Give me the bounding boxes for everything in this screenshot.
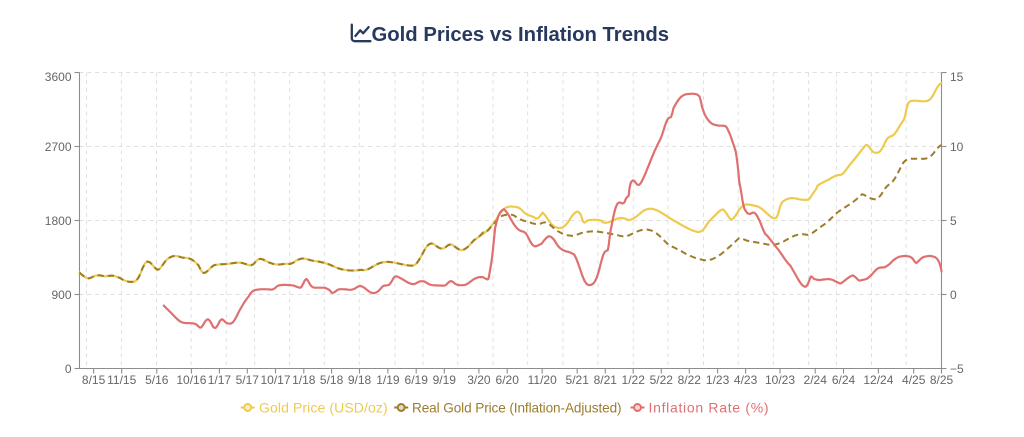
svg-text:1/19: 1/19 bbox=[376, 373, 400, 387]
svg-text:8/25: 8/25 bbox=[930, 373, 954, 387]
svg-text:9/19: 9/19 bbox=[433, 373, 457, 387]
svg-text:1/17: 1/17 bbox=[208, 373, 232, 387]
svg-text:5/18: 5/18 bbox=[320, 373, 344, 387]
svg-text:2/24: 2/24 bbox=[804, 373, 828, 387]
svg-text:8/21: 8/21 bbox=[594, 373, 618, 387]
svg-text:5/16: 5/16 bbox=[145, 373, 169, 387]
svg-text:10: 10 bbox=[950, 140, 964, 154]
svg-text:6/24: 6/24 bbox=[832, 373, 856, 387]
svg-text:3/20: 3/20 bbox=[467, 373, 491, 387]
svg-text:1/23: 1/23 bbox=[706, 373, 730, 387]
svg-text:0: 0 bbox=[950, 288, 957, 302]
svg-text:Gold Prices vs Inflation Trend: Gold Prices vs Inflation Trends bbox=[372, 24, 670, 46]
svg-text:5/21: 5/21 bbox=[566, 373, 590, 387]
svg-text:15: 15 bbox=[950, 70, 964, 84]
svg-text:4/23: 4/23 bbox=[734, 373, 758, 387]
svg-text:0: 0 bbox=[65, 362, 72, 376]
svg-text:Gold Price (USD/oz): Gold Price (USD/oz) bbox=[259, 399, 388, 415]
svg-text:10/17: 10/17 bbox=[260, 373, 290, 387]
svg-text:1/18: 1/18 bbox=[292, 373, 316, 387]
svg-text:Inflation Rate (%): Inflation Rate (%) bbox=[649, 399, 770, 415]
svg-text:6/20: 6/20 bbox=[496, 373, 520, 387]
svg-text:10/23: 10/23 bbox=[765, 373, 795, 387]
svg-text:1/22: 1/22 bbox=[622, 373, 646, 387]
svg-text:2700: 2700 bbox=[45, 140, 72, 154]
svg-text:1800: 1800 bbox=[45, 214, 72, 228]
svg-text:4/25: 4/25 bbox=[902, 373, 926, 387]
svg-text:3600: 3600 bbox=[45, 70, 72, 84]
svg-text:−5: −5 bbox=[950, 362, 964, 376]
svg-text:9/18: 9/18 bbox=[348, 373, 372, 387]
svg-text:11/20: 11/20 bbox=[528, 373, 557, 387]
svg-text:11/15: 11/15 bbox=[107, 373, 136, 387]
svg-text:Real Gold Price (Inflation-Adj: Real Gold Price (Inflation-Adjusted) bbox=[412, 400, 621, 415]
svg-text:5/17: 5/17 bbox=[236, 373, 260, 387]
svg-text:5: 5 bbox=[950, 214, 957, 228]
svg-text:10/16: 10/16 bbox=[176, 373, 206, 387]
svg-text:6/19: 6/19 bbox=[405, 373, 429, 387]
svg-text:8/15: 8/15 bbox=[82, 373, 106, 387]
svg-text:12/24: 12/24 bbox=[863, 373, 893, 387]
svg-text:900: 900 bbox=[51, 288, 71, 302]
svg-text:5/22: 5/22 bbox=[650, 373, 674, 387]
svg-text:8/22: 8/22 bbox=[678, 373, 702, 387]
